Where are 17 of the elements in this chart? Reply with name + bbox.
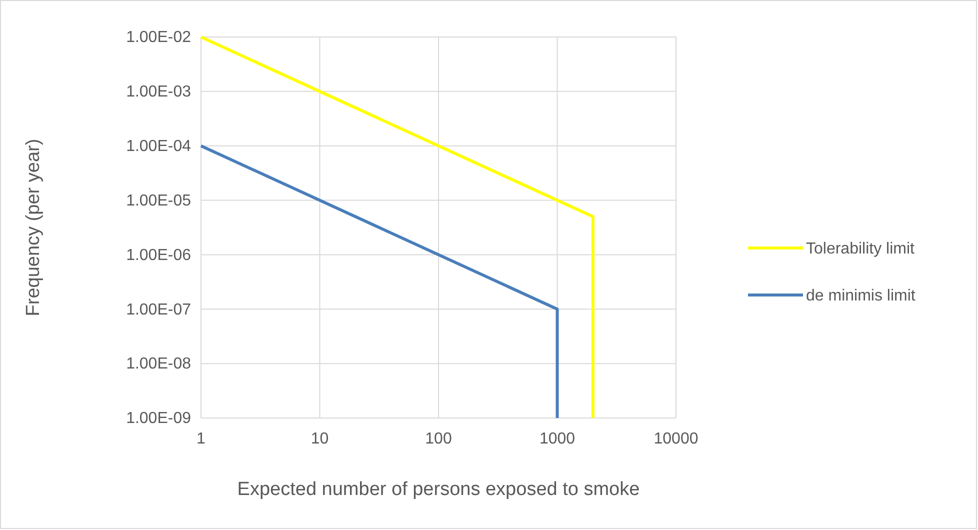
y-tick-label: 1.00E-05 (126, 192, 192, 210)
x-tick-label: 100 (425, 430, 452, 448)
y-tick-label: 1.00E-07 (126, 301, 192, 318)
x-tick-label: 10000 (654, 430, 698, 448)
y-axis-title: Frequency (per year) (23, 138, 44, 316)
y-tick-label: 1.00E-08 (126, 356, 192, 373)
y-tick-label: 1.00E-03 (126, 84, 192, 101)
y-tick-label: 1.00E-04 (126, 138, 192, 155)
y-tick-label: 1.00E-09 (126, 410, 192, 428)
y-tick-label: 1.00E-02 (126, 29, 192, 46)
legend-label: de minimis limit (806, 288, 916, 305)
y-tick-label: 1.00E-06 (126, 246, 192, 264)
legend-label: Tolerability limit (806, 240, 916, 258)
x-axis-title: Expected number of persons exposed to smoke (237, 479, 640, 500)
x-tick-label: 1 (196, 430, 206, 448)
x-tick-label: 10 (310, 430, 329, 448)
x-tick-label: 1000 (539, 430, 576, 448)
